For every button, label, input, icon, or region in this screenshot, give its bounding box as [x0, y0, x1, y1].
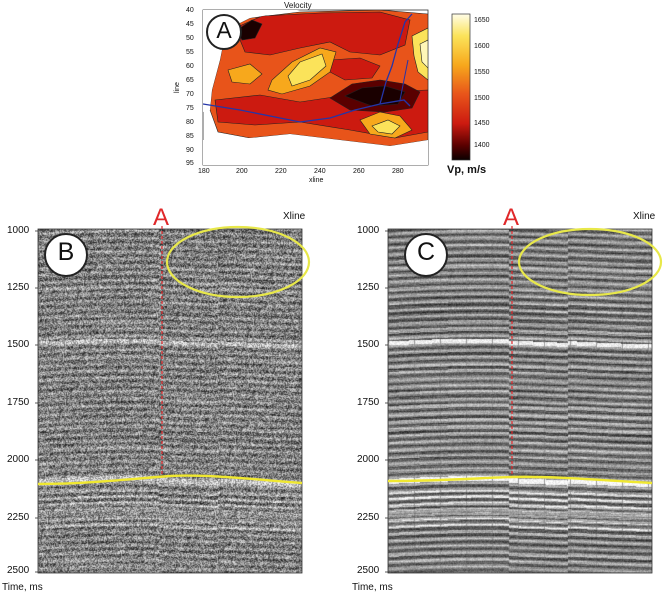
time-tick-label: 2250	[7, 512, 30, 523]
time-tick-label: 1000	[7, 225, 30, 236]
time-tick-label: 1750	[7, 397, 30, 408]
y-tick-label: 95	[186, 160, 194, 167]
colorbar-tick-label: 1650	[474, 17, 490, 24]
y-tick-label: 60	[186, 63, 194, 70]
time-tick-label: 1000	[357, 225, 380, 236]
x-tick-label: 180	[198, 168, 210, 175]
panel-c-letter: C	[416, 238, 436, 266]
x-tick-label: 260	[353, 168, 365, 175]
velocity-contours	[203, 10, 428, 165]
seismic-section-b	[38, 229, 302, 573]
colorbar-tick-label: 1450	[474, 120, 490, 127]
time-tick-label: 2500	[7, 565, 30, 576]
time-tick-label: 1500	[357, 339, 380, 350]
time-tick-label: 2000	[357, 454, 380, 465]
y-tick-label: 50	[186, 35, 194, 42]
panel-a-letter: A	[216, 17, 232, 43]
x-tick-label: 280	[392, 168, 404, 175]
velocity-x-label: xline	[309, 177, 324, 184]
colorbar	[451, 13, 471, 161]
velocity-map-title: Velocity	[284, 1, 312, 10]
y-tick-label: 40	[186, 7, 194, 14]
y-tick-label: 55	[186, 49, 194, 56]
colorbar-tick-label: 1600	[474, 43, 490, 50]
y-tick-label: 65	[186, 77, 194, 84]
colorbar-label: Vp, m/s	[447, 164, 487, 176]
colorbar-tick-label: 1550	[474, 69, 490, 76]
xline-title-c: Xline	[633, 211, 656, 222]
panel-c-circle	[404, 233, 448, 277]
time-tick-label: 1250	[357, 282, 380, 293]
y-tick-label: 75	[186, 105, 194, 112]
x-tick-label: 200	[236, 168, 248, 175]
time-label-c: Time, ms	[352, 582, 393, 593]
x-tick-label: 240	[314, 168, 326, 175]
y-tick-label: 45	[186, 21, 194, 28]
xline-title-b: Xline	[283, 211, 306, 222]
time-tick-label: 2500	[357, 565, 380, 576]
y-tick-label: 70	[186, 91, 194, 98]
panel-a-circle	[206, 14, 242, 50]
panel-b-circle	[44, 233, 88, 277]
marker-label-c: A	[503, 204, 520, 231]
y-tick-label: 80	[186, 119, 194, 126]
marker-label-b: A	[153, 204, 170, 231]
y-tick-label: 85	[186, 133, 194, 140]
seismic-section-c	[388, 229, 652, 573]
colorbar-tick-label: 1500	[474, 95, 490, 102]
time-tick-label: 1500	[7, 339, 30, 350]
panel-b-letter: B	[57, 238, 75, 266]
time-tick-label: 2250	[357, 512, 380, 523]
y-tick-label: 90	[186, 147, 194, 154]
x-tick-label: 220	[275, 168, 287, 175]
time-tick-label: 2000	[7, 454, 30, 465]
time-label-b: Time, ms	[2, 582, 43, 593]
velocity-y-label: line	[173, 82, 181, 93]
time-tick-label: 1250	[7, 282, 30, 293]
colorbar-tick-label: 1400	[474, 142, 490, 149]
time-tick-label: 1750	[357, 397, 380, 408]
